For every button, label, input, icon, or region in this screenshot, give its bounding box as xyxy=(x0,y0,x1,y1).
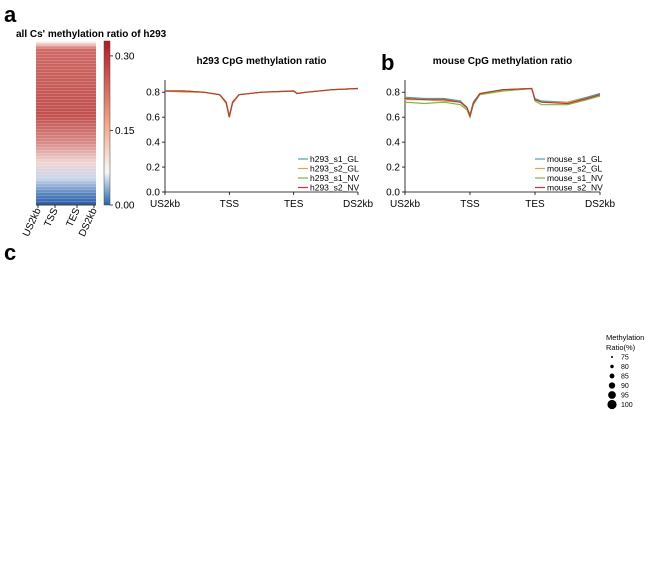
heatmap-xtick-label: US2kb xyxy=(21,206,44,238)
legend-dot-label: 80 xyxy=(621,364,629,371)
panel-label-c: c xyxy=(4,240,16,265)
y-tick-label: 0.0 xyxy=(146,188,160,199)
panel-label-b: b xyxy=(381,50,394,75)
heatmap-xtick-label: TSS xyxy=(43,206,61,229)
x-tick-label: TSS xyxy=(220,199,240,210)
y-tick-label: 0.8 xyxy=(386,88,400,99)
x-tick-label: US2kb xyxy=(150,199,180,210)
series-line-h293_s2_NV xyxy=(165,87,359,118)
h293-line-chart: h293 CpG methylation ratio 0.0 0.2 0.4 0.6 0.… xyxy=(146,56,373,210)
legend-label: h293_s2_GL xyxy=(310,164,359,174)
legend-dot-label: 100 xyxy=(621,402,633,409)
series-line-mouse_s1_NV xyxy=(404,87,601,120)
legend-label: h293_s2_NV xyxy=(310,183,359,193)
x-tick-label: TES xyxy=(284,199,304,210)
legend-dot-75 xyxy=(611,356,613,358)
x-tick-label: DS2kb xyxy=(343,199,373,210)
colorbar-tick-label: 0.30 xyxy=(115,51,135,62)
legend-dot-label: 95 xyxy=(621,393,629,400)
series-line-h293_s2_GL xyxy=(164,87,359,118)
x-tick-label: TSS xyxy=(460,199,480,210)
legend-dot-80 xyxy=(610,364,614,369)
legend-label: h293_s1_GL xyxy=(310,154,359,164)
y-tick-label: 0.6 xyxy=(146,113,160,124)
heatmap-panel: all Cs' methylation ratio of h293 US2kbT… xyxy=(16,29,167,238)
y-tick-label: 0.2 xyxy=(386,163,400,174)
x-tick-label: US2kb xyxy=(390,199,420,210)
panel-label-a: a xyxy=(4,2,17,27)
heatmap-title: all Cs' methylation ratio of h293 xyxy=(16,29,167,40)
y-tick-label: 0.0 xyxy=(386,188,400,199)
colorbar-tick-label: 0.15 xyxy=(115,126,135,137)
line-chart-title: mouse CpG methylation ratio xyxy=(433,56,572,67)
x-tick-label: DS2kb xyxy=(585,199,615,210)
heatmap-texture xyxy=(36,41,96,205)
y-tick-label: 0.4 xyxy=(386,138,400,149)
y-tick-label: 0.2 xyxy=(146,163,160,174)
colorbar-tick-label: 0.00 xyxy=(115,201,135,212)
x-tick-label: TES xyxy=(525,199,545,210)
legend-label: mouse_s1_GL xyxy=(547,154,603,164)
legend-dot-label: 75 xyxy=(621,355,629,362)
legend-label: mouse_s1_NV xyxy=(547,173,603,183)
y-tick-label: 0.8 xyxy=(146,88,160,99)
heatmap-colorbar xyxy=(103,40,111,206)
legend-label: mouse_s2_NV xyxy=(547,183,603,193)
legend-dot-label: 90 xyxy=(621,383,629,390)
y-tick-label: 0.4 xyxy=(146,138,160,149)
y-tick-label: 0.6 xyxy=(386,113,400,124)
series-line-mouse_s2_NV xyxy=(404,87,601,118)
legend-label: mouse_s2_GL xyxy=(547,164,603,174)
legend-dot-100 xyxy=(607,399,617,410)
line-chart-title: h293 CpG methylation ratio xyxy=(196,56,326,67)
legend-title-line2: Ratio(%) xyxy=(606,343,636,352)
legend-dot-85 xyxy=(609,373,615,379)
legend-dot-90 xyxy=(608,382,616,389)
legend-dot-label: 85 xyxy=(621,374,629,381)
legend-label: h293_s1_NV xyxy=(310,173,359,183)
legend-title-line1: Methylation xyxy=(606,333,644,342)
mouse-line-chart: mouse CpG methylation ratio 0.0 0.2 0.4 0.6 0… xyxy=(386,56,615,210)
legend-dot-95 xyxy=(608,391,616,399)
